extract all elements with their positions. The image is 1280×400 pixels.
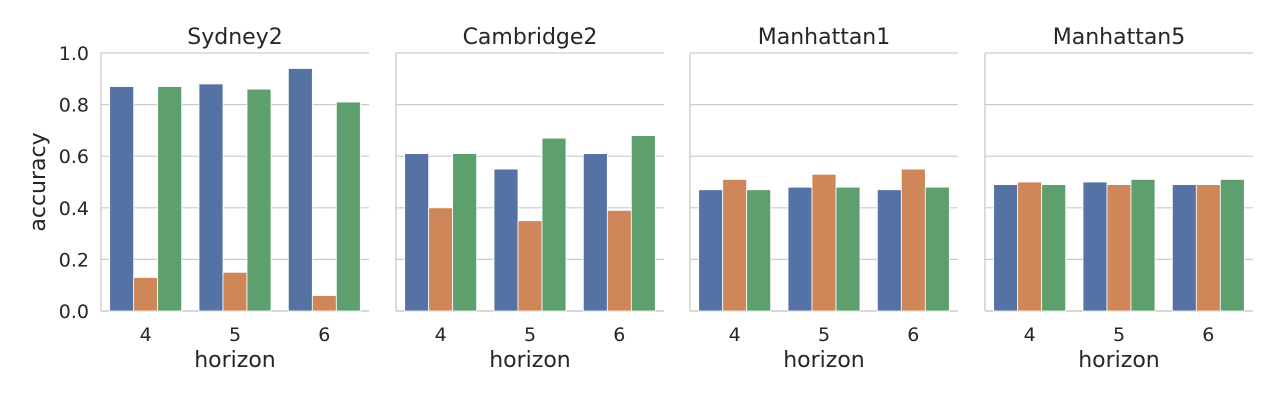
y-tick-label: 0.8 xyxy=(59,95,89,117)
bar xyxy=(1106,184,1132,312)
bar xyxy=(606,209,632,312)
x-tick-label: 5 xyxy=(524,324,536,346)
bar xyxy=(493,168,519,312)
panel-title: Manhattan1 xyxy=(758,25,891,50)
y-tick-label: 0.0 xyxy=(59,301,89,323)
bar xyxy=(1041,184,1067,312)
bar xyxy=(924,186,950,312)
x-tick-label: 4 xyxy=(140,324,152,346)
bar xyxy=(630,135,656,312)
bar xyxy=(698,189,724,312)
y-tick-label: 0.4 xyxy=(59,198,89,220)
bar xyxy=(811,173,837,312)
bar xyxy=(1195,184,1221,312)
x-tick-label: 5 xyxy=(818,324,830,346)
x-tick-label: 5 xyxy=(229,324,241,346)
panel-title: Cambridge2 xyxy=(463,25,598,50)
bar xyxy=(157,86,183,312)
y-axis-label: accuracy xyxy=(26,132,51,231)
bar xyxy=(746,189,772,312)
bar xyxy=(1171,184,1197,312)
bar xyxy=(900,168,926,312)
x-tick-label: 4 xyxy=(435,324,447,346)
x-axis-label: horizon xyxy=(783,348,865,373)
bar xyxy=(517,220,543,312)
bar xyxy=(311,295,337,312)
panel-title: Manhattan5 xyxy=(1053,25,1186,50)
panel-title: Sydney2 xyxy=(187,25,282,50)
bar xyxy=(1130,179,1156,312)
bar xyxy=(1082,181,1108,312)
bar xyxy=(246,88,272,312)
x-tick-label: 4 xyxy=(1024,324,1036,346)
y-tick-label: 0.6 xyxy=(59,146,89,168)
bar xyxy=(452,153,478,312)
bar xyxy=(787,186,813,312)
bar xyxy=(876,189,902,312)
bar xyxy=(428,207,454,312)
bar xyxy=(109,86,135,312)
bar xyxy=(1017,181,1043,312)
bar xyxy=(335,101,361,312)
bar xyxy=(835,186,861,312)
x-axis-label: horizon xyxy=(489,348,571,373)
bar xyxy=(222,271,248,312)
y-tick-label: 0.2 xyxy=(59,249,89,271)
bar xyxy=(198,83,224,312)
x-tick-label: 6 xyxy=(907,324,919,346)
x-axis-label: horizon xyxy=(1078,348,1160,373)
bar xyxy=(287,68,313,312)
bar xyxy=(133,277,159,312)
x-tick-label: 6 xyxy=(318,324,330,346)
bar xyxy=(1219,179,1245,312)
bar xyxy=(722,179,748,312)
bar xyxy=(993,184,1019,312)
y-tick-label: 1.0 xyxy=(59,43,89,65)
x-tick-label: 5 xyxy=(1113,324,1125,346)
x-tick-label: 4 xyxy=(729,324,741,346)
bar xyxy=(541,137,567,312)
x-tick-label: 6 xyxy=(613,324,625,346)
x-axis-label: horizon xyxy=(194,348,276,373)
bar xyxy=(582,153,608,312)
x-tick-label: 6 xyxy=(1202,324,1214,346)
bar xyxy=(404,153,430,312)
